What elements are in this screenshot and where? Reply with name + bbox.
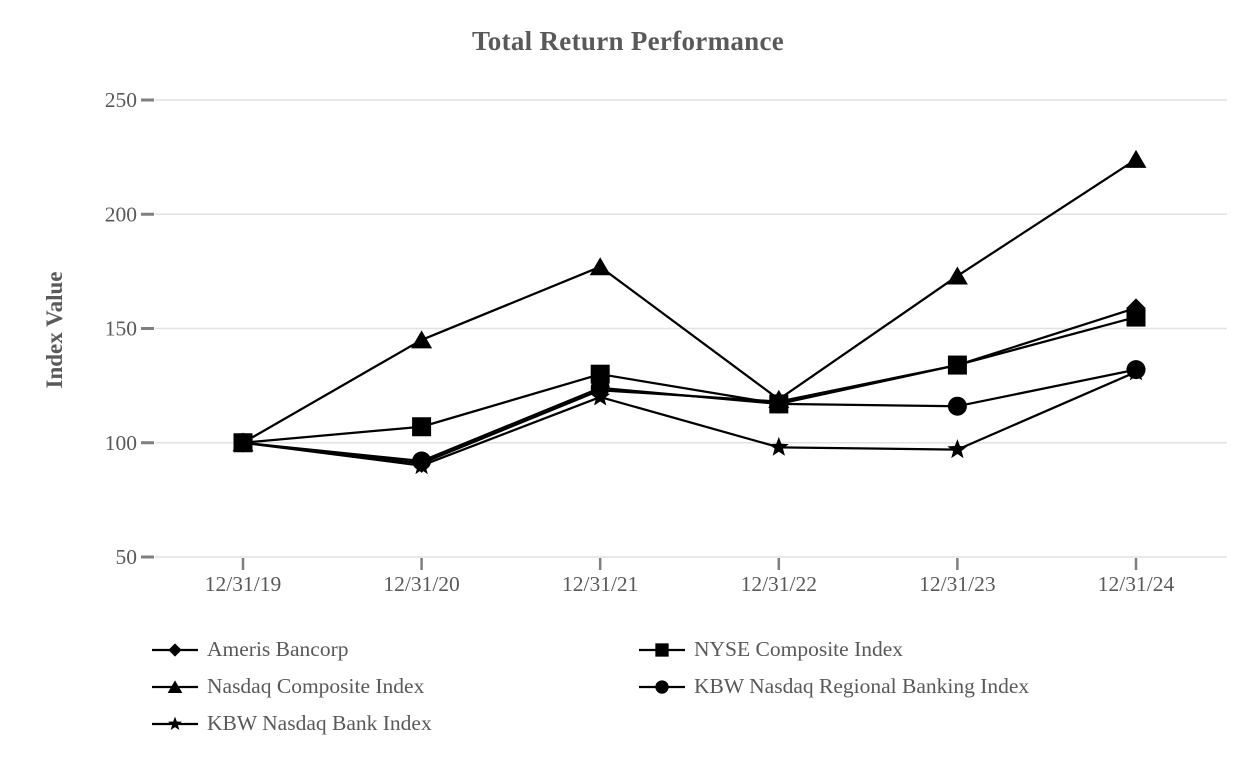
legend-label: KBW Nasdaq Regional Banking Index: [694, 674, 1030, 698]
marker-square: [412, 417, 432, 437]
y-tick-label: 100: [105, 431, 137, 455]
y-tick-label: 200: [105, 202, 137, 226]
marker-triangle: [1125, 149, 1147, 168]
legend-item-kbw-nasdaq-regional-banking-index: KBW Nasdaq Regional Banking Index: [639, 668, 1029, 705]
legend-label: Ameris Bancorp: [207, 637, 349, 661]
legend-label: NYSE Composite Index: [694, 637, 904, 661]
x-tick-label: 12/31/23: [919, 572, 995, 596]
legend-item-nasdaq-composite-index: Nasdaq Composite Index: [152, 668, 639, 705]
series-ameris-bancorp: [233, 298, 1146, 473]
x-tick-label: 12/31/20: [383, 572, 459, 596]
marker-triangle: [411, 330, 433, 349]
marker-star: [947, 439, 968, 459]
marker-circle: [947, 396, 967, 416]
series-nasdaq-composite-index: [232, 149, 1147, 452]
legend-circle-icon: [639, 679, 685, 694]
series-line-kbw-nasdaq-regional-banking-index: [241, 368, 1138, 463]
y-tick-label: 50: [116, 545, 138, 569]
chart-legend: Ameris Bancorp NYSE Composite Index Nasdaq…: [152, 631, 1029, 742]
marker-star: [168, 716, 182, 730]
series-line-ameris-bancorp: [241, 306, 1138, 465]
series-line-nasdaq-composite-index: [241, 158, 1138, 444]
marker-square: [947, 355, 967, 375]
legend-item-ameris-bancorp: Ameris Bancorp: [152, 631, 639, 668]
y-tick-label: 150: [105, 317, 137, 341]
marker-triangle: [589, 257, 611, 276]
marker-square: [233, 433, 253, 453]
legend-square-icon: [639, 642, 685, 657]
legend-diamond-icon: [152, 642, 198, 657]
legend-star-icon: [152, 716, 198, 730]
marker-square: [1126, 307, 1146, 327]
marker-square: [655, 642, 669, 657]
x-tick-label: 12/31/21: [562, 572, 638, 596]
x-tick-label: 12/31/24: [1098, 572, 1175, 596]
marker-triangle: [167, 679, 183, 693]
marker-circle: [412, 451, 432, 471]
legend-label: Nasdaq Composite Index: [207, 674, 425, 698]
x-tick-label: 12/31/19: [205, 572, 281, 596]
legend-item-nyse-composite-index: NYSE Composite Index: [639, 631, 1029, 668]
chart-title: Total Return Performance: [471, 26, 785, 56]
marker-circle: [655, 679, 669, 694]
marker-star: [768, 436, 789, 456]
series-line-nyse-composite-index: [241, 315, 1138, 444]
marker-circle: [1126, 360, 1146, 380]
legend-triangle-icon: [152, 679, 198, 693]
marker-square: [769, 394, 789, 414]
y-tick-label: 250: [105, 88, 137, 112]
series-kbw-nasdaq-regional-banking-index: [233, 360, 1146, 471]
legend-item-kbw-nasdaq-bank-index: KBW Nasdaq Bank Index: [152, 705, 639, 742]
series-nyse-composite-index: [233, 307, 1146, 453]
marker-triangle: [946, 266, 968, 285]
performance-line-chart: 50 100 150 200 250 12/31/19 12/31/20 12/31/21 12…: [105, 88, 1227, 596]
series-line-kbw-nasdaq-bank-index: [241, 370, 1138, 467]
marker-diamond: [168, 642, 182, 657]
marker-square: [590, 364, 610, 384]
x-tick-label: 12/31/22: [741, 572, 817, 596]
legend-label: KBW Nasdaq Bank Index: [207, 711, 432, 735]
